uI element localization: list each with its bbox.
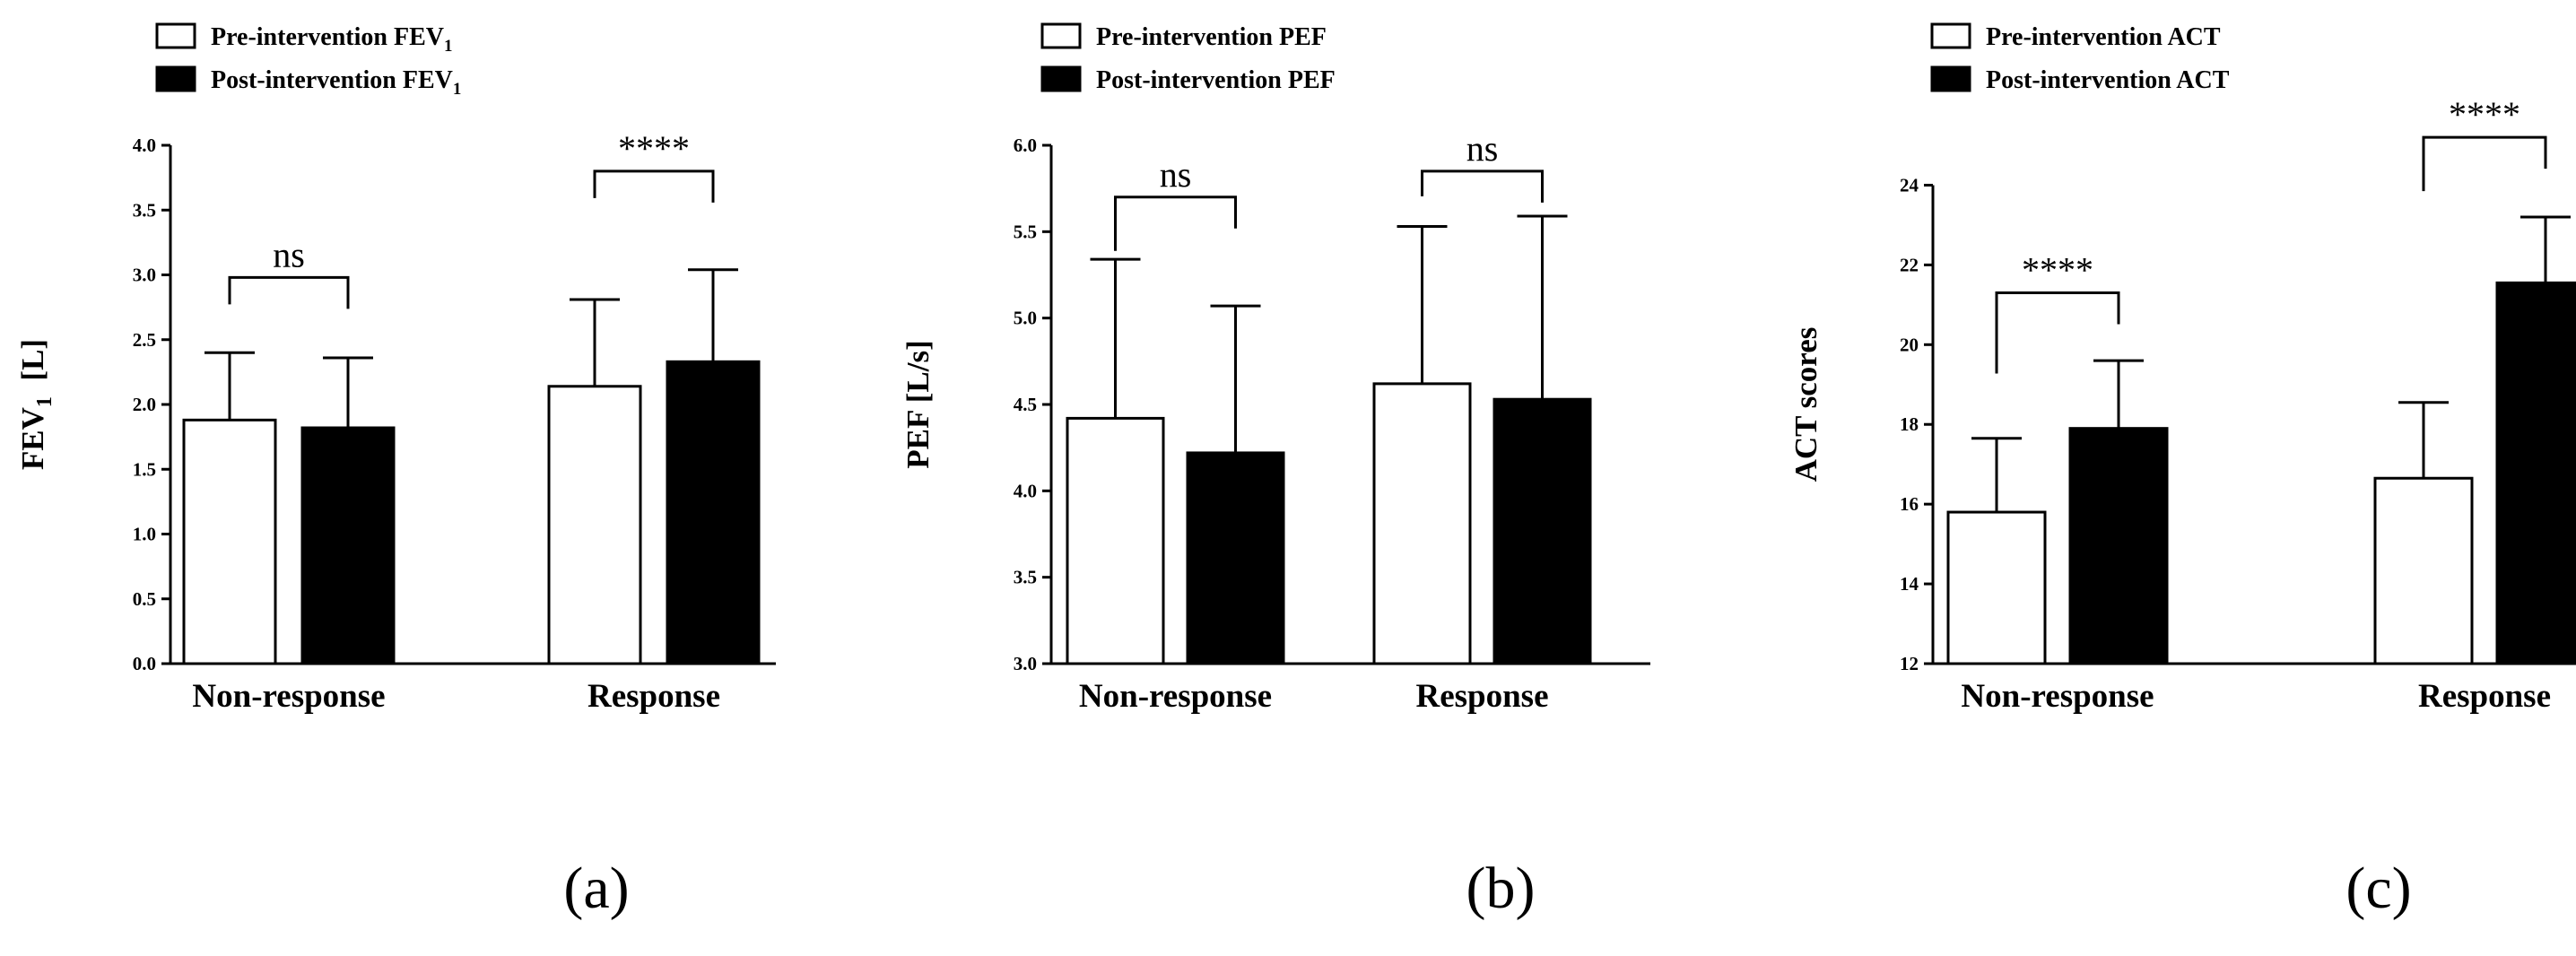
legend-label-text: Post-intervention ACT <box>1986 66 2230 94</box>
y-tick-label: 18 <box>1900 413 1919 435</box>
y-tick-label: 0.0 <box>133 653 156 674</box>
x-category-label-non-response: Non-response <box>1079 678 1272 715</box>
legend-label-text: Pre-intervention ACT <box>1986 23 2221 51</box>
bar-post-response <box>2495 281 2576 665</box>
bar-post-non-response <box>300 426 396 665</box>
x-category-label-non-response: Non-response <box>192 678 385 715</box>
significance-label-non-response: ns <box>273 234 305 274</box>
x-category-label-non-response: Non-response <box>1961 678 2154 715</box>
bar-pre-response <box>1372 382 1472 665</box>
y-tick-label: 4.5 <box>1014 394 1037 415</box>
y-tick-label: 4.0 <box>1014 480 1037 501</box>
y-tick-label: 3.5 <box>133 199 156 221</box>
legend-label-subscript: 1 <box>453 80 462 99</box>
y-axis-title-text: PEF [L/s] <box>901 340 936 469</box>
panel-label-b: (b) <box>1466 856 1536 921</box>
legend-swatch-pre <box>1930 22 1971 49</box>
y-axis-title-text: ACT scores <box>1788 327 1823 482</box>
significance-label-response: **** <box>2449 94 2520 135</box>
y-tick-label: 3.0 <box>1014 653 1037 674</box>
legend-label-post: Post-intervention FEV1 <box>211 66 461 99</box>
legend-label-pre: Pre-intervention FEV1 <box>211 23 452 56</box>
legend-label-post: Post-intervention PEF <box>1096 66 1336 94</box>
bar-post-non-response <box>1186 451 1285 665</box>
y-tick-label: 20 <box>1900 334 1919 355</box>
y-axis-title: FEV1 [L] <box>15 339 57 470</box>
bar-pre-non-response <box>1946 510 2047 665</box>
significance-label-non-response: ns <box>1160 154 1192 195</box>
legend-swatch-post <box>1040 65 1082 92</box>
legend-swatch-pre <box>155 22 196 49</box>
legend-swatch-pre <box>1040 22 1082 49</box>
y-tick-label: 0.5 <box>133 588 156 610</box>
legend-label-text: Pre-intervention FEV <box>211 23 444 51</box>
legend-swatch-post <box>155 65 196 92</box>
bar-post-non-response <box>2068 427 2169 665</box>
y-tick-label: 16 <box>1900 493 1919 515</box>
y-tick-label: 1.0 <box>133 524 156 545</box>
significance-label-response: **** <box>618 128 690 169</box>
x-category-label-response: Response <box>587 678 720 715</box>
legend-label-text: Post-intervention PEF <box>1096 66 1336 94</box>
bar-pre-non-response <box>182 418 277 665</box>
legend-label-pre: Pre-intervention ACT <box>1986 23 2221 51</box>
bar-post-response <box>1493 397 1592 665</box>
bar-pre-response <box>547 385 642 665</box>
x-category-label-response: Response <box>2418 678 2551 715</box>
y-tick-label: 3.5 <box>1014 567 1037 588</box>
y-tick-label: 2.5 <box>133 329 156 351</box>
significance-bracket-non-response <box>228 275 350 309</box>
y-axis-title-unit: [L] <box>15 339 50 396</box>
y-axis-title: ACT scores <box>1788 327 1823 482</box>
y-tick-label: 2.0 <box>133 394 156 415</box>
y-tick-label: 22 <box>1900 254 1919 275</box>
y-tick-label: 3.0 <box>133 265 156 286</box>
x-category-label-response: Response <box>1415 678 1548 715</box>
y-tick-label: 12 <box>1900 653 1919 674</box>
significance-bracket-response <box>2422 135 2547 192</box>
y-tick-label: 1.5 <box>133 458 156 480</box>
y-tick-label: 4.0 <box>133 135 156 156</box>
legend-label-text: Pre-intervention PEF <box>1096 23 1327 51</box>
chart-panel-3: Pre-intervention ACT Post-intervention AC… <box>1788 22 2576 921</box>
y-axis-title-subscript: 1 <box>33 396 57 407</box>
y-axis-title-text: FEV <box>15 407 50 470</box>
legend-label-pre: Pre-intervention PEF <box>1096 23 1327 51</box>
legend-label-post: Post-intervention ACT <box>1986 66 2230 94</box>
significance-bracket-non-response <box>1114 196 1237 251</box>
y-tick-label: 14 <box>1900 573 1919 595</box>
legend-label-subscript: 1 <box>444 37 453 56</box>
significance-bracket-response <box>593 169 715 203</box>
legend-swatch-post <box>1930 65 1971 92</box>
chart-panel-2: Pre-intervention PEF Post-intervention PE… <box>901 22 1650 921</box>
y-tick-label: 24 <box>1900 174 1919 196</box>
panel-label-a: (a) <box>563 856 629 921</box>
significance-bracket-response <box>1421 169 1544 203</box>
legend-label-text: Post-intervention FEV <box>211 66 453 94</box>
bar-post-response <box>666 360 761 665</box>
y-tick-label: 5.0 <box>1014 308 1037 329</box>
bar-pre-response <box>2373 476 2474 665</box>
bar-pre-non-response <box>1066 416 1165 665</box>
panel-label-c: (c) <box>2345 856 2411 921</box>
significance-label-non-response: **** <box>2022 250 2093 291</box>
significance-bracket-non-response <box>1995 291 2120 374</box>
significance-label-response: ns <box>1466 128 1499 169</box>
y-tick-label: 6.0 <box>1014 135 1037 156</box>
y-tick-label: 5.5 <box>1014 221 1037 242</box>
y-axis-title: PEF [L/s] <box>901 340 936 469</box>
